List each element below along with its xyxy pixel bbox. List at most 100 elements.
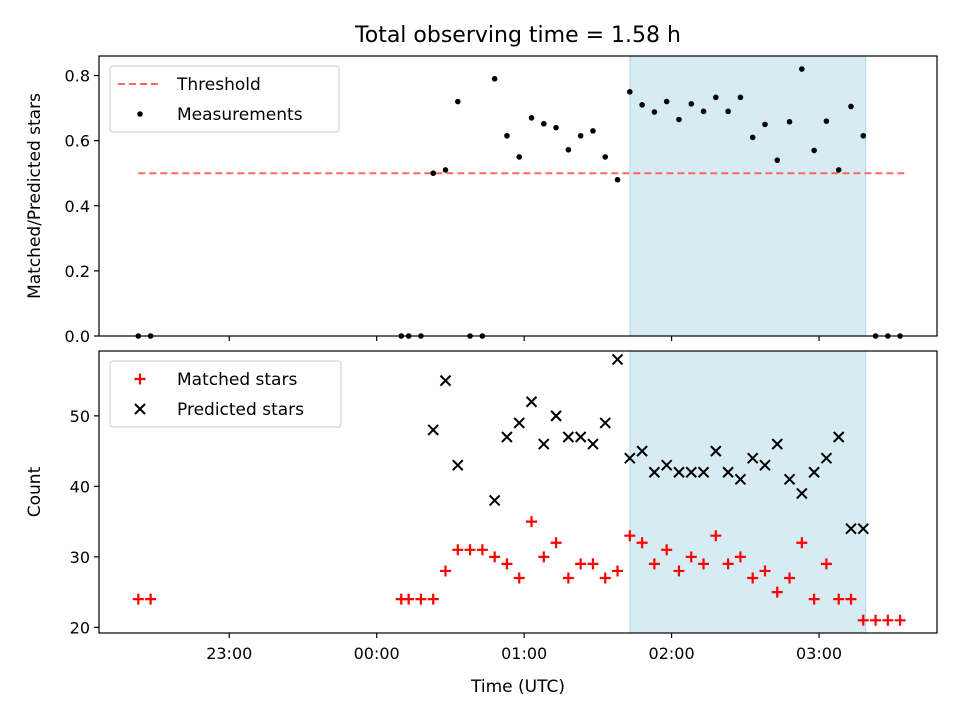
top-measurements-point [762, 121, 768, 128]
bottom-predicted-stars-point [857, 522, 869, 535]
top-measurements-point [663, 98, 670, 105]
top-measurements-point [577, 132, 584, 139]
bottom-predicted-stars-point [697, 466, 710, 478]
bottom-matched-stars-point [747, 572, 759, 584]
top-legend-label: Measurements [177, 105, 303, 125]
bottom-predicted-stars-point [624, 452, 636, 464]
bottom-predicted-stars-point [845, 522, 857, 535]
top-panel: 0.0 0.2 0.4 0.6 0.8 Matched/Predicted stars Th… [25, 55, 938, 346]
bottom-matched-stars-point [427, 593, 439, 605]
bottom-matched-stars-point [562, 572, 574, 584]
bottom-predicted-stars-point [501, 431, 513, 443]
bottom-predicted-stars-point [808, 466, 820, 478]
top-y-tick-label: 0.4 [65, 197, 90, 216]
bottom-matched-stars-point [673, 565, 685, 577]
top-measurements-point [541, 120, 547, 127]
top-observing-window [629, 55, 867, 337]
top-measurements-point [602, 154, 609, 160]
bottom-observing-window [629, 350, 867, 634]
bottom-x-tick-label: 02:00 [649, 644, 695, 663]
bottom-matched-stars-point [145, 593, 157, 605]
top-measurements-point [688, 101, 695, 107]
top-measurements-point [504, 132, 510, 139]
bottom-predicted-stars-point [562, 431, 575, 443]
bottom-predicted-stars-point [734, 473, 747, 486]
bottom-y-tick-label: 20 [70, 618, 90, 637]
bottom-matched-stars-point [870, 614, 882, 626]
top-measurements-point [860, 132, 867, 139]
bottom-matched-stars-point [661, 544, 673, 556]
top-measurements-point [454, 98, 461, 105]
top-measurements-point [639, 102, 645, 108]
top-y-axis-label: Matched/Predicted stars [25, 93, 45, 299]
bottom-legend [109, 360, 342, 428]
bottom-matched-stars-point [612, 565, 624, 577]
bottom-matched-stars-point [513, 572, 525, 584]
bottom-predicted-stars-point [636, 445, 648, 457]
bottom-legend-swatch [134, 373, 146, 385]
bottom-predicted-stars-point [710, 445, 722, 457]
bottom-legend-swatch [134, 403, 146, 415]
bottom-predicted-stars-point [452, 459, 464, 471]
bottom-matched-stars-point [734, 551, 746, 563]
bottom-matched-stars-point [759, 565, 771, 577]
top-measurements-point [651, 109, 658, 115]
top-measurements-point [614, 176, 621, 183]
bottom-predicted-stars-point [759, 459, 771, 471]
top-y-tick-label: 0.8 [65, 67, 90, 86]
bottom-matched-stars-point [452, 544, 464, 556]
bottom-predicted-stars-point [820, 452, 833, 464]
top-measurements-point [700, 108, 707, 115]
bottom-predicted-stars-point [771, 438, 783, 450]
bottom-matched-stars-point [796, 537, 808, 549]
bottom-predicted-stars-point [488, 494, 501, 507]
bottom-panel: 20 30 40 50 23:00 00:00 01:00 02:00 03:00 Count Ti… [25, 350, 938, 697]
bottom-matched-stars-point [624, 530, 636, 542]
bottom-matched-stars-point [636, 537, 648, 549]
bottom-axes-frame [98, 350, 938, 634]
bottom-predicted-stars-point [550, 410, 562, 422]
bottom-predicted-stars-point [538, 438, 550, 450]
bottom-legend-label: Matched stars [177, 370, 297, 390]
bottom-y-axis-label: Count [25, 466, 45, 517]
top-y-tick-label: 0.6 [65, 132, 90, 151]
top-measurements-point [799, 66, 805, 72]
top-measurements-point [737, 94, 744, 101]
bottom-predicted-stars-point [427, 424, 439, 436]
top-measurements-point [786, 118, 793, 125]
bottom-matched-stars-point [784, 572, 796, 584]
top-measurements-point [823, 118, 830, 124]
top-measurements-point [835, 167, 842, 173]
top-measurements-point [848, 103, 854, 110]
top-axes-frame [98, 55, 938, 337]
bottom-y-tick-label: 50 [70, 407, 90, 426]
bottom-matched-stars-point [415, 593, 427, 605]
bottom-predicted-stars-point [783, 473, 796, 486]
top-measurements-point [430, 170, 437, 177]
bottom-matched-stars-point [808, 593, 820, 605]
bottom-predicted-stars-point [599, 417, 611, 429]
top-legend [109, 65, 340, 133]
top-legend-swatch [137, 111, 143, 117]
bottom-matched-stars-point [685, 551, 697, 563]
chart-title: Total observing time = 1.58 h [354, 23, 681, 48]
bottom-y-tick-label: 40 [70, 477, 90, 496]
bottom-predicted-stars-point [513, 417, 525, 429]
bottom-predicted-stars-point [587, 438, 599, 450]
bottom-predicted-stars-point [832, 431, 845, 443]
bottom-matched-stars-point [722, 558, 734, 570]
top-measurements-point [811, 147, 817, 154]
bottom-matched-stars-point [476, 544, 488, 556]
top-measurements-point [516, 154, 523, 160]
bottom-matched-stars-point [771, 586, 783, 598]
bottom-y-tick-label: 30 [70, 548, 90, 567]
bottom-x-axis-label: Time (UTC) [470, 677, 565, 697]
bottom-x-tick-label: 00:00 [354, 644, 400, 663]
top-measurements-point [553, 124, 559, 131]
bottom-matched-stars-point [894, 614, 906, 626]
bottom-matched-stars-point [132, 593, 144, 605]
bottom-predicted-stars-point [722, 466, 734, 478]
bottom-matched-stars-point [526, 516, 538, 528]
bottom-predicted-stars-point [525, 396, 538, 408]
